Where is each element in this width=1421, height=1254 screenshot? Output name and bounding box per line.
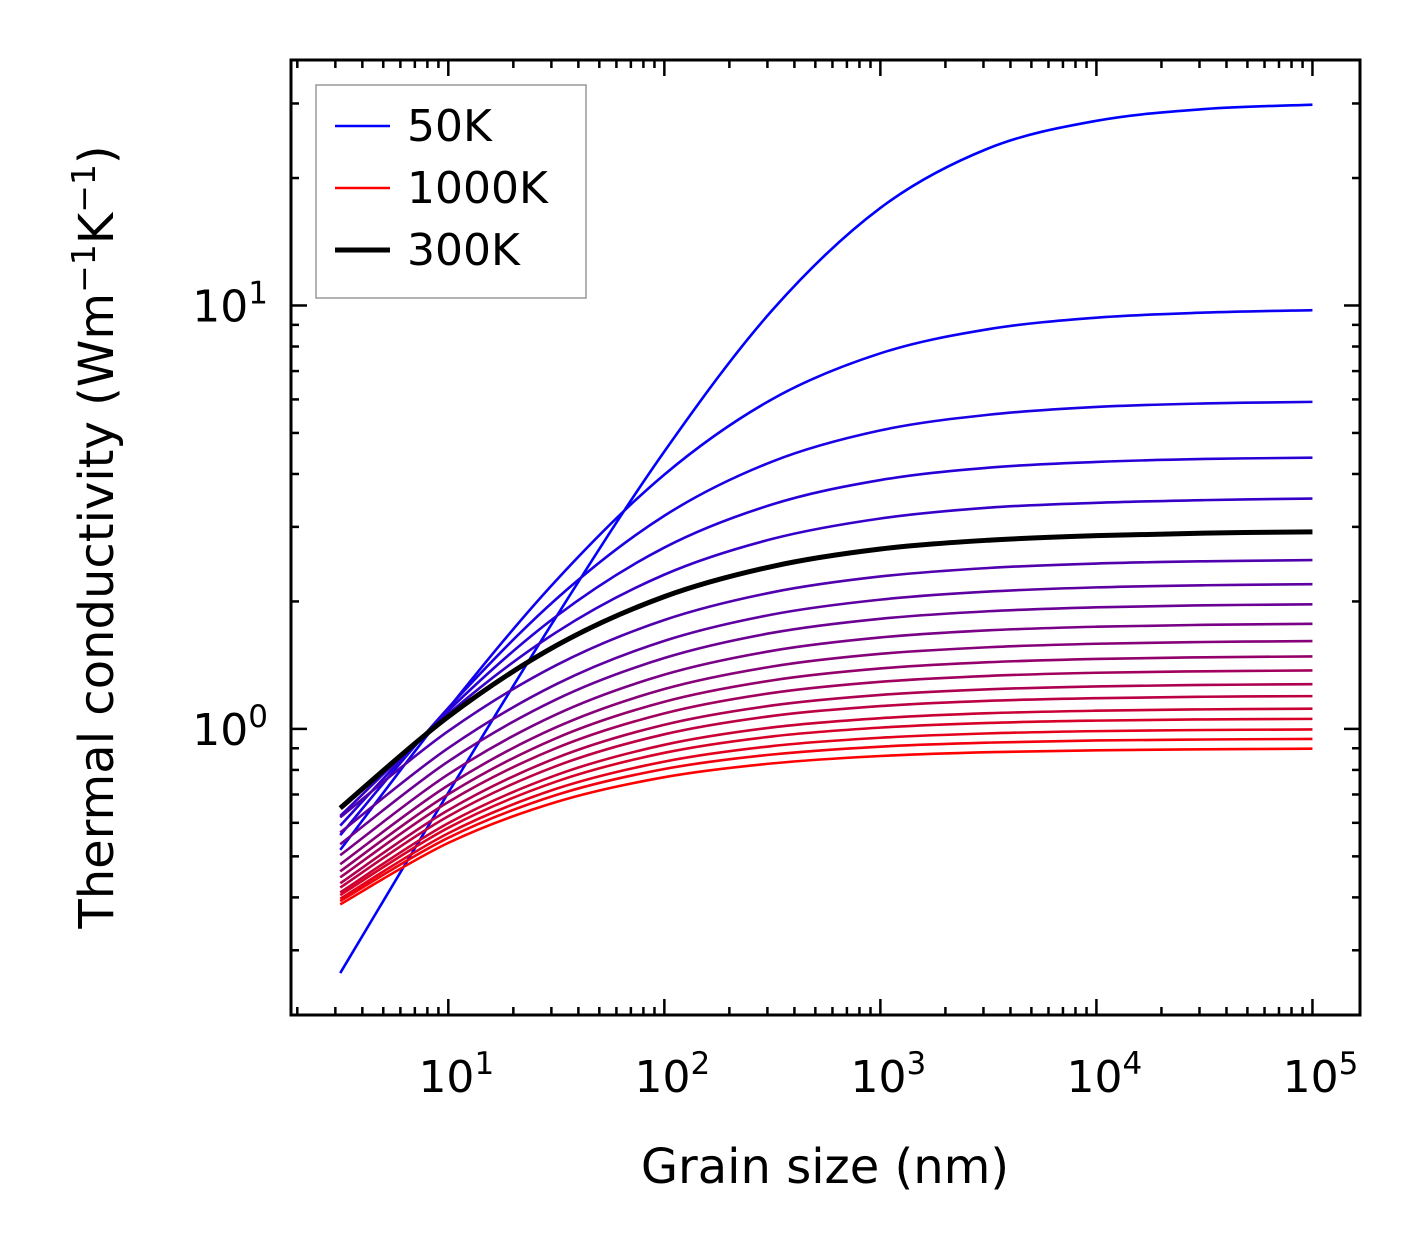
tick-labels: 101 102 103 104 105 100 101 bbox=[192, 275, 1358, 1103]
legend-frame bbox=[315, 84, 587, 299]
series-line-450K bbox=[339, 603, 1313, 846]
series-line-550K bbox=[339, 639, 1313, 866]
y-label-part: −1 bbox=[64, 164, 103, 213]
series-line-150K bbox=[339, 400, 1313, 837]
x-tick-label: 102 bbox=[634, 1046, 710, 1103]
series-line-650K bbox=[339, 669, 1313, 879]
y-axis-label: Thermal conductivity (Wm−1K−1) bbox=[64, 145, 125, 929]
series-line-700K bbox=[339, 682, 1313, 885]
legend-label: 1000K bbox=[407, 163, 549, 214]
legend-label: 300K bbox=[407, 225, 521, 276]
series-line-850K bbox=[339, 717, 1313, 897]
series-line-400K bbox=[339, 582, 1313, 834]
y-label-part: ) bbox=[69, 145, 125, 164]
x-tick-label: 105 bbox=[1283, 1046, 1359, 1103]
y-label-part: Thermal conductivity (Wm bbox=[69, 293, 125, 930]
y-label-part: K bbox=[69, 211, 125, 244]
series-line-350K bbox=[339, 558, 1313, 819]
legend-label: 50K bbox=[407, 101, 493, 152]
curves bbox=[338, 103, 1313, 974]
series-line-750K bbox=[339, 694, 1313, 889]
x-axis-label: Grain size (nm) bbox=[641, 1139, 1009, 1195]
series-line-600K bbox=[339, 655, 1313, 873]
series-line-200K bbox=[339, 456, 1313, 827]
y-tick-label: 100 bbox=[192, 699, 268, 756]
series-line-900K bbox=[339, 728, 1313, 900]
plot-frame bbox=[289, 58, 1362, 1017]
series-line-100K bbox=[339, 308, 1313, 851]
legend: 50K 1000K 300K bbox=[315, 84, 587, 299]
x-tick-label: 101 bbox=[418, 1046, 494, 1103]
series-line-300K bbox=[338, 529, 1313, 811]
series-line-950K bbox=[339, 737, 1313, 903]
series-line-1000K bbox=[339, 747, 1313, 906]
y-label-part: −1 bbox=[64, 244, 103, 293]
x-tick-label: 104 bbox=[1067, 1046, 1143, 1103]
series-line-800K bbox=[339, 707, 1313, 894]
series-line-250K bbox=[339, 497, 1313, 817]
x-tick-label: 103 bbox=[851, 1046, 927, 1103]
series-line-500K bbox=[339, 622, 1313, 857]
y-tick-label: 101 bbox=[192, 275, 268, 332]
